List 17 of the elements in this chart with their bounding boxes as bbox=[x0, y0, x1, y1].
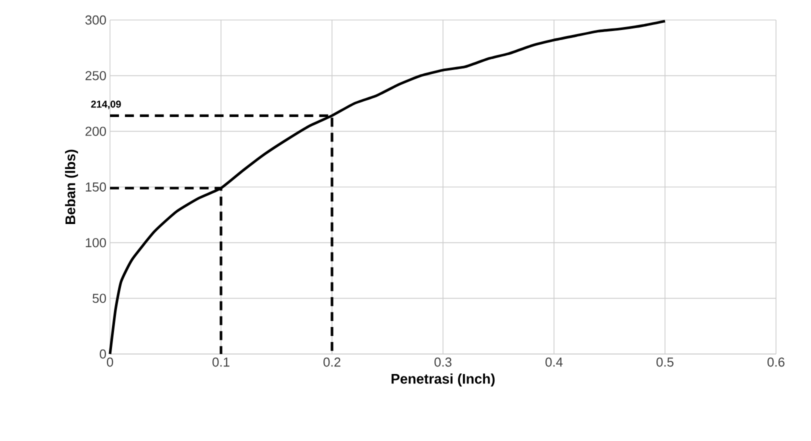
annotation: 214,09 bbox=[91, 100, 121, 110]
x-tick-label: 0.6 bbox=[768, 358, 784, 367]
y-tick-label: 300 bbox=[85, 15, 106, 25]
x-tick-label: 0.1 bbox=[212, 358, 230, 367]
y-axis-title: Beban (lbs) bbox=[65, 150, 78, 224]
x-tick-label: 0.2 bbox=[324, 358, 340, 367]
x-tick-label: 0 bbox=[106, 358, 114, 367]
x-axis-title: Penetrasi (Inch) bbox=[392, 374, 495, 387]
y-tick-label: 150 bbox=[86, 182, 106, 192]
x-tick-label: 0.3 bbox=[434, 358, 452, 367]
y-tick-label: 0 bbox=[100, 349, 106, 359]
y-tick-label: 100 bbox=[86, 238, 106, 248]
x-tick-label: 0.5 bbox=[656, 358, 674, 367]
y-tick-label: 50 bbox=[92, 294, 106, 303]
x-tick-label: 0.4 bbox=[546, 358, 563, 367]
y-tick-label: 250 bbox=[86, 71, 106, 80]
y-tick-label: 200 bbox=[86, 126, 106, 136]
